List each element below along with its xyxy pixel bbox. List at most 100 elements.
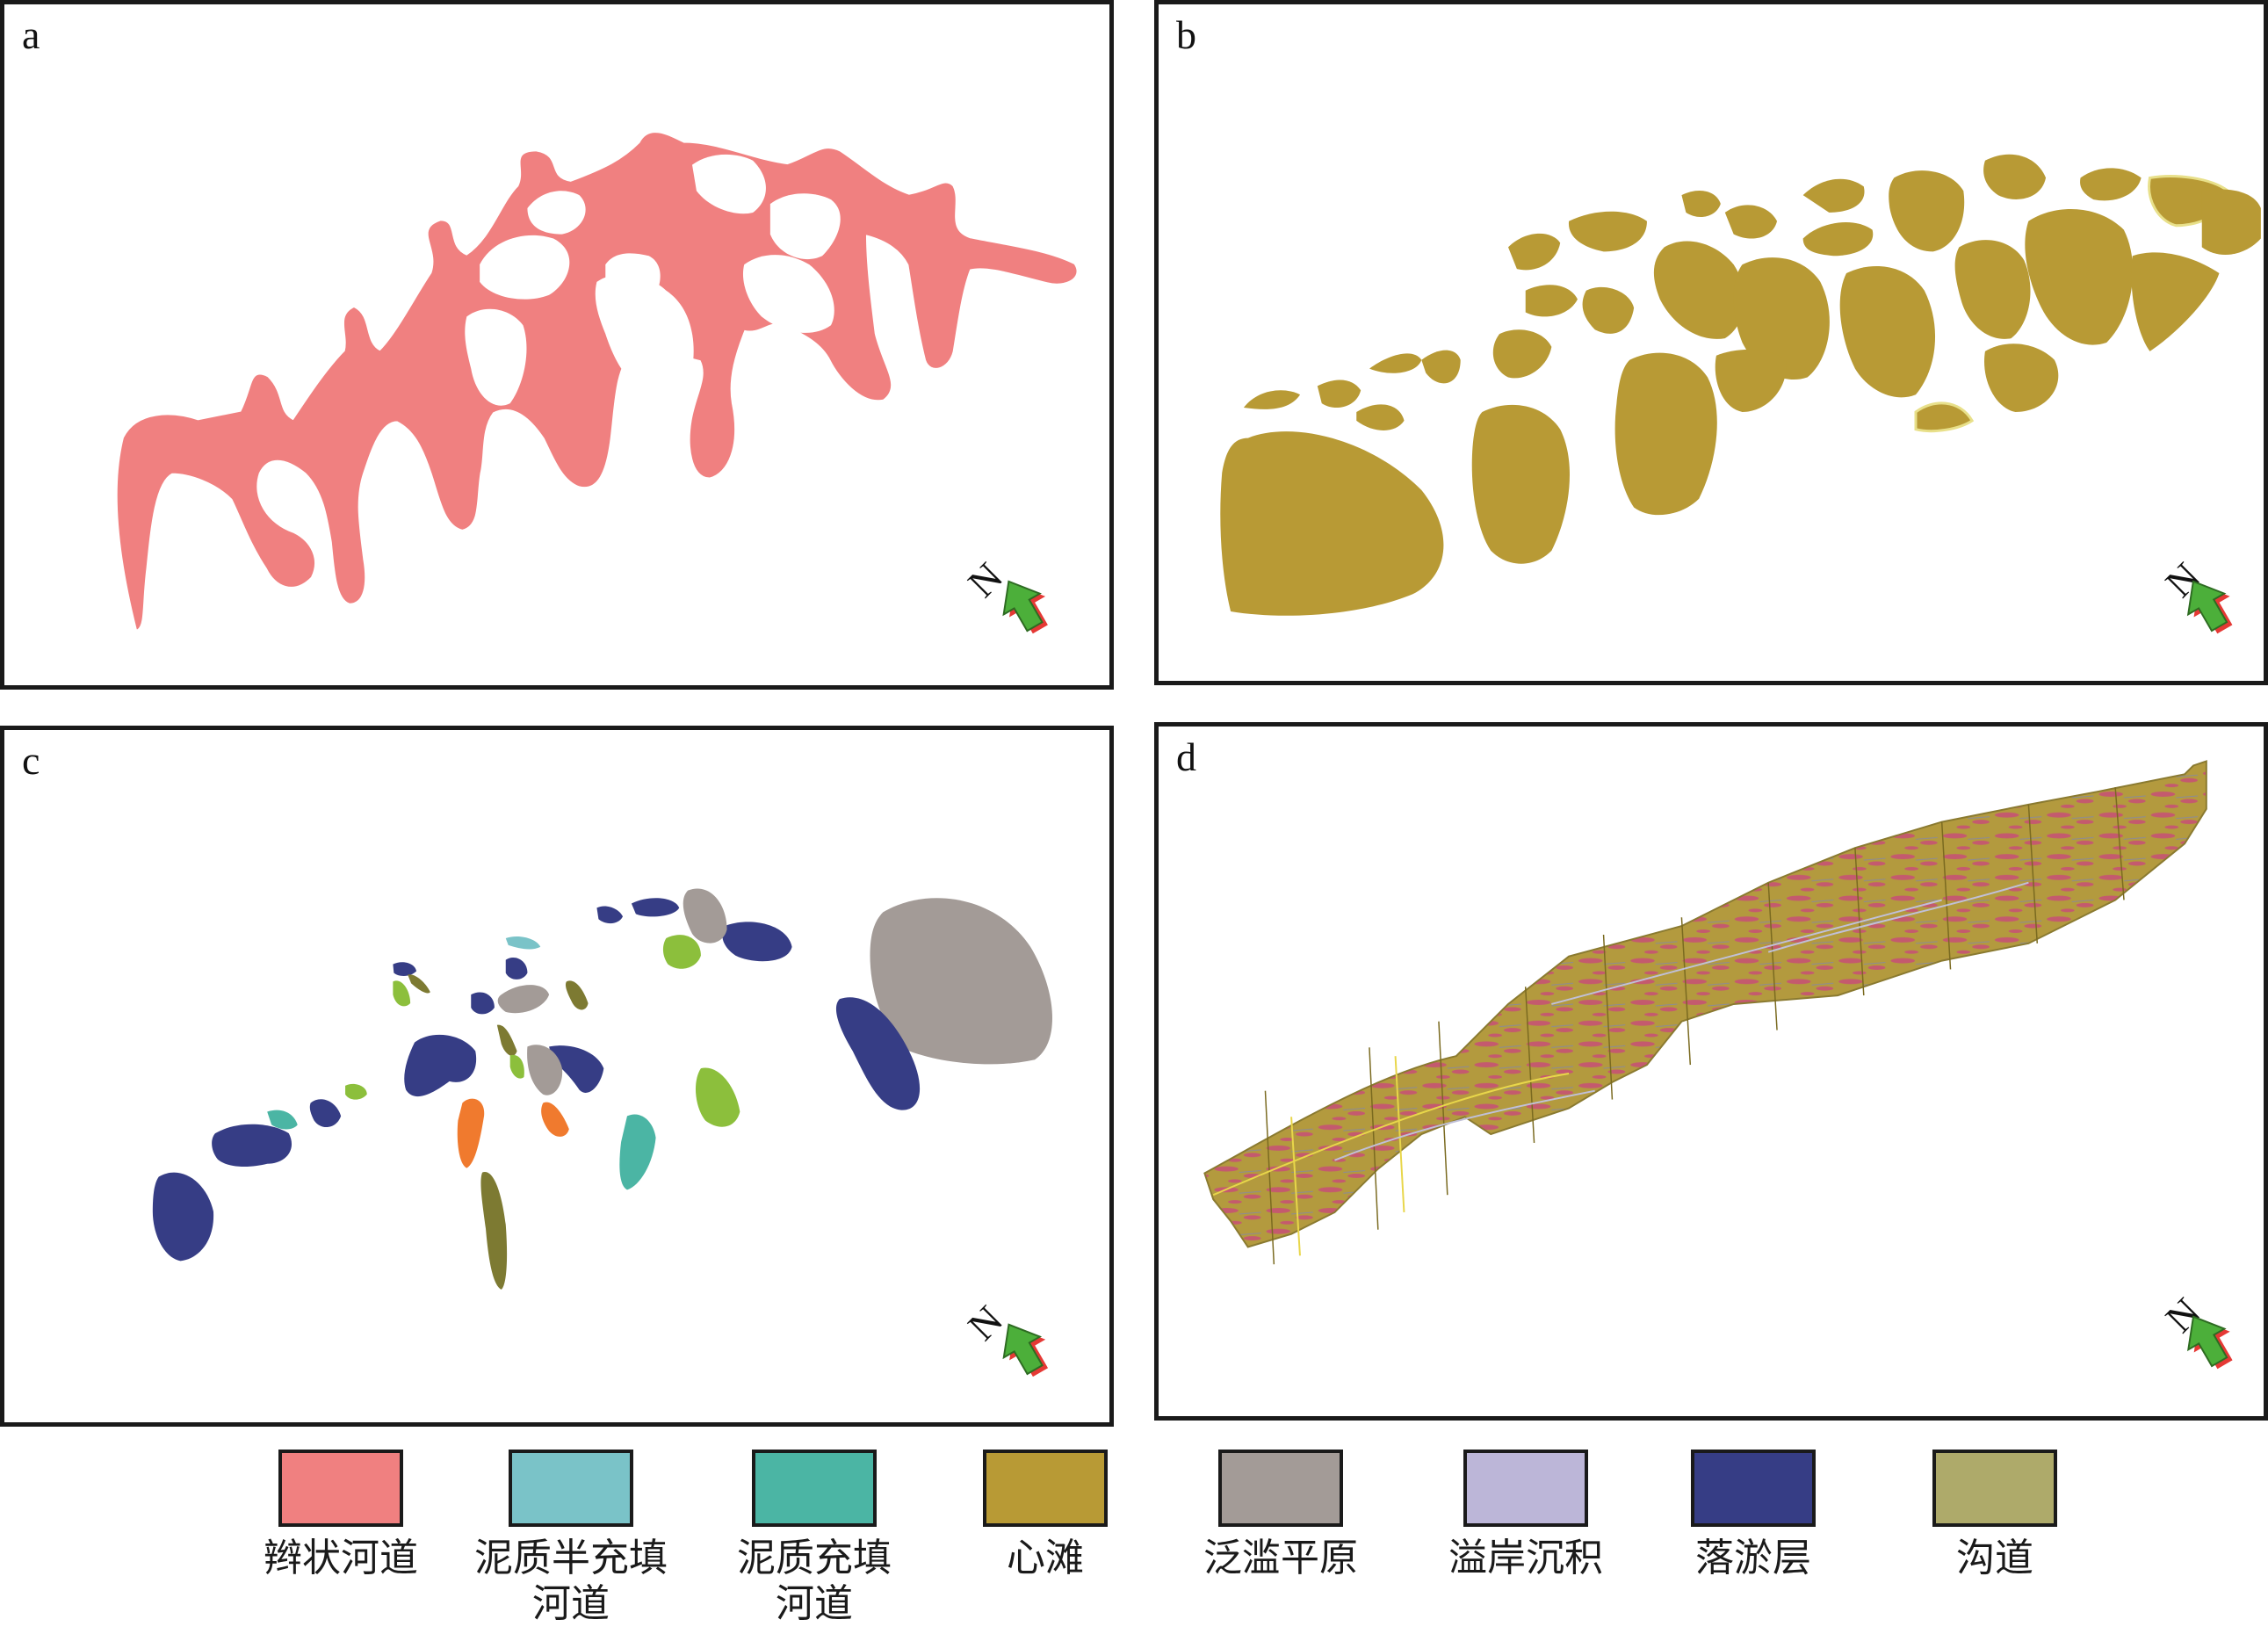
north-arrow-icon: N bbox=[960, 1298, 1049, 1377]
bar bbox=[1525, 285, 1578, 317]
bar bbox=[1914, 401, 1975, 433]
silt-blob bbox=[471, 992, 495, 1015]
floodplain-blob bbox=[870, 898, 1052, 1065]
legend-swatch bbox=[752, 1450, 877, 1527]
bar bbox=[1681, 191, 1721, 218]
bar bbox=[1369, 353, 1422, 373]
legend-item: 泥质充填 河道 bbox=[700, 1450, 928, 1627]
bar bbox=[1614, 352, 1717, 516]
panel-b: b bbox=[1154, 0, 2268, 685]
bar bbox=[1715, 349, 1787, 412]
bar-hole bbox=[595, 274, 694, 398]
braided-channel-map bbox=[117, 133, 1077, 630]
north-arrow-icon: N bbox=[2157, 554, 2233, 634]
3d-fence-model bbox=[1203, 760, 2207, 1265]
mud-filled-blob bbox=[267, 1110, 298, 1130]
gully-light-blob bbox=[509, 1054, 524, 1079]
silt-blob bbox=[404, 1034, 477, 1097]
channel-traces bbox=[1334, 881, 2029, 1161]
bar bbox=[2131, 252, 2220, 351]
silt-blob bbox=[212, 1124, 293, 1167]
bar bbox=[1839, 265, 1936, 398]
legend-item: 心滩 bbox=[931, 1450, 1159, 1581]
panel-a: a N bbox=[0, 0, 1114, 690]
legend-label: 泥质充填 河道 bbox=[737, 1536, 892, 1626]
legend-item: 溢岸沉积 bbox=[1412, 1450, 1640, 1581]
bar bbox=[1492, 329, 1552, 379]
bar bbox=[1317, 380, 1362, 408]
mud-filled-blob bbox=[619, 1114, 656, 1190]
bar bbox=[1802, 178, 1865, 213]
gully-blob bbox=[565, 980, 589, 1010]
bar-hole bbox=[769, 193, 841, 260]
compass-label: N bbox=[960, 554, 1012, 606]
bar bbox=[1582, 286, 1635, 334]
legend-label: 心滩 bbox=[1007, 1536, 1084, 1580]
legend-label: 沟道 bbox=[1956, 1536, 2033, 1580]
silt-blob bbox=[631, 898, 680, 917]
legend-label: 溢岸沉积 bbox=[1448, 1536, 1603, 1580]
legend-item: 沟道 bbox=[1881, 1450, 2109, 1581]
legend-item: 泛滥平原 bbox=[1167, 1450, 1395, 1581]
silt-blob bbox=[549, 1045, 604, 1093]
panel-label: d bbox=[1176, 734, 1196, 779]
bar bbox=[1356, 404, 1405, 430]
panel-c: c N bbox=[0, 726, 1114, 1427]
gully-light-blob bbox=[662, 935, 701, 969]
bar bbox=[1220, 431, 1444, 616]
channel-network bbox=[117, 133, 1077, 630]
gully-light-blob bbox=[695, 1067, 740, 1127]
bar bbox=[1508, 233, 1561, 271]
silt-blob bbox=[596, 906, 624, 924]
north-arrow-icon: N bbox=[960, 554, 1048, 634]
bar-hole bbox=[692, 154, 766, 214]
panel-label: c bbox=[22, 738, 40, 783]
legend-label: 泥质半充填 河道 bbox=[474, 1536, 668, 1626]
gully-blob bbox=[408, 974, 430, 994]
legend-label: 泛滥平原 bbox=[1203, 1536, 1358, 1580]
bar bbox=[2201, 189, 2261, 256]
facies-blob-map bbox=[152, 888, 1052, 1290]
legend-swatch bbox=[1218, 1450, 1343, 1527]
mid-channel-bar-map bbox=[1220, 154, 2261, 616]
bar bbox=[2080, 168, 2142, 201]
silt-blob bbox=[152, 1172, 214, 1262]
bar bbox=[1568, 211, 1647, 252]
panel-label: a bbox=[22, 12, 40, 57]
silt-blob bbox=[309, 1099, 342, 1128]
gully-light-blob bbox=[345, 1083, 367, 1100]
silt-blob bbox=[505, 957, 528, 980]
silt-blob bbox=[722, 922, 792, 962]
floodplain-blob bbox=[527, 1045, 563, 1095]
highlight-lines bbox=[1212, 1056, 1570, 1256]
legend-swatch bbox=[509, 1450, 633, 1527]
bar bbox=[1984, 343, 2059, 412]
bar-hole bbox=[742, 255, 834, 333]
bar-hole bbox=[527, 191, 586, 235]
legend-item: 落淤层 bbox=[1639, 1450, 1867, 1581]
compass-label: N bbox=[960, 1298, 1012, 1349]
legend-label: 落淤层 bbox=[1695, 1536, 1811, 1580]
legend-swatch bbox=[1932, 1450, 2057, 1527]
bar bbox=[1733, 257, 1830, 380]
silt-blob bbox=[835, 997, 921, 1110]
legend-swatch bbox=[983, 1450, 1108, 1527]
floodplain-blob bbox=[683, 888, 727, 944]
bar bbox=[1421, 350, 1461, 384]
gully-blob bbox=[496, 1024, 517, 1056]
legend-label: 辫状河道 bbox=[264, 1536, 418, 1580]
orange-blob bbox=[541, 1102, 569, 1137]
bar-hole bbox=[465, 308, 527, 406]
legend-item: 泥质半充填 河道 bbox=[457, 1450, 685, 1627]
bar bbox=[1802, 222, 1874, 257]
orange-blob bbox=[457, 1098, 485, 1168]
legend-swatch bbox=[1691, 1450, 1816, 1527]
bar-hole bbox=[480, 235, 570, 300]
bar bbox=[1983, 154, 2047, 199]
bar bbox=[1243, 390, 1301, 409]
panel-label: b bbox=[1176, 12, 1196, 57]
gully-light-blob bbox=[393, 980, 411, 1007]
legend-swatch bbox=[278, 1450, 403, 1527]
panel-d: d bbox=[1154, 722, 2268, 1421]
silt-blob bbox=[393, 962, 417, 976]
